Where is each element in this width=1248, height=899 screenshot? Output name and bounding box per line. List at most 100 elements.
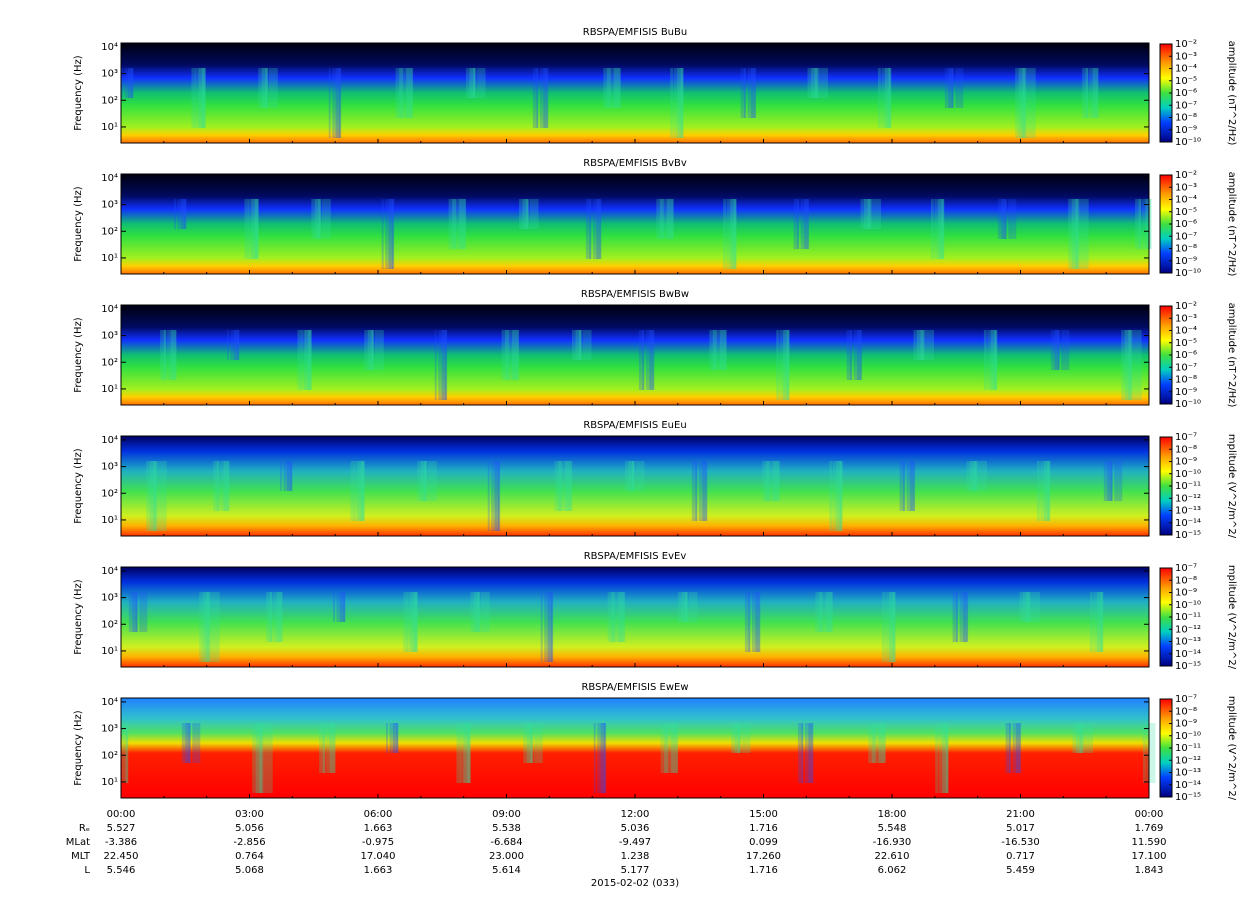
spectrogram-texture [603, 68, 611, 108]
spectrogram-texture [191, 68, 196, 128]
spectrogram-texture [910, 461, 916, 511]
spectrogram-texture [871, 199, 881, 229]
spectrogram-texture [177, 199, 186, 229]
spectrogram-texture [290, 461, 293, 491]
colorbar-tick-label: 10⁻⁹ [1175, 387, 1197, 398]
spectrogram-texture [748, 592, 751, 652]
spectrogram-texture [128, 68, 133, 98]
spectrogram-texture [343, 592, 346, 622]
y-axis-label: Frequency (Hz) [73, 186, 84, 262]
spectrogram-texture [597, 723, 606, 793]
colorbar-tick-label: 10⁻⁷ [1175, 362, 1197, 373]
spectrogram-texture [554, 461, 562, 511]
spectrogram-texture [941, 199, 945, 259]
spectrogram-texture [1025, 68, 1036, 138]
spectrogram-texture [389, 723, 398, 753]
spectrogram-texture [544, 592, 553, 662]
ephemeris-value: 5.538 [492, 823, 521, 834]
spectrogram-texture [381, 199, 384, 269]
spectrogram-texture [987, 330, 997, 390]
spectrogram-texture [716, 330, 727, 370]
spectrogram-texture [673, 68, 683, 138]
spectrogram-texture [698, 461, 707, 521]
spectrogram-texture [1008, 199, 1017, 239]
colorbar-tick-label: 10⁻⁸ [1175, 113, 1197, 124]
spectrogram-texture [994, 330, 998, 390]
spectrogram-texture [209, 592, 220, 662]
spectrogram-texture [779, 330, 789, 400]
spectrogram-texture [536, 68, 539, 128]
spectrogram-texture [952, 592, 958, 642]
spectrogram-texture [1019, 592, 1030, 622]
spectrogram-texture [328, 68, 331, 138]
spectrogram-texture [600, 723, 606, 793]
spectrogram-texture [589, 199, 592, 259]
y-tick-label: 10³ [101, 724, 118, 735]
colorbar-tick-label: 10⁻¹⁰ [1175, 600, 1201, 611]
ephemeris-value: 5.459 [1006, 865, 1035, 876]
spectrogram-texture [473, 68, 476, 98]
colorbar-tick-label: 10⁻¹⁰ [1175, 268, 1201, 279]
spectrogram-texture [558, 461, 563, 511]
spectrogram-texture [326, 723, 336, 773]
colorbar-tick-label: 10⁻⁸ [1175, 444, 1197, 455]
colorbar-tick-label: 10⁻³ [1175, 313, 1197, 324]
x-tick-label: 06:00 [364, 809, 393, 820]
spectrogram-texture [776, 330, 780, 400]
spectrogram-texture [1142, 723, 1146, 783]
y-tick-label: 10³ [101, 593, 118, 604]
y-tick-label: 10³ [101, 462, 118, 473]
colorbar-tick-label: 10⁻⁴ [1175, 195, 1197, 206]
spectrogram-texture [944, 68, 953, 108]
colorbar-tick-label: 10⁻¹¹ [1175, 481, 1201, 492]
spectrogram-texture [744, 68, 747, 118]
spectrogram-texture [681, 592, 688, 622]
spectrogram-texture [402, 68, 413, 118]
spectrogram-texture [364, 330, 374, 370]
spectrogram-texture [642, 330, 645, 390]
spectrogram-texture [1015, 68, 1026, 138]
spectrogram-texture [811, 68, 818, 98]
colorbar-tick-label: 10⁻⁷ [1175, 432, 1197, 443]
spectrogram-texture [480, 592, 490, 632]
spectrogram-texture [153, 461, 158, 531]
spectrogram-texture [125, 723, 129, 783]
spectrogram-texture [1072, 723, 1083, 753]
spectrogram-texture [832, 461, 842, 531]
spectrogram-texture [860, 199, 871, 229]
spectrogram-texture [1076, 723, 1083, 753]
spectrogram-texture [888, 68, 892, 128]
ephemeris-value: -6.684 [490, 837, 522, 848]
spectrogram-texture [385, 199, 394, 269]
y-tick-label: 10¹ [101, 122, 118, 133]
spectrogram-texture [726, 199, 736, 269]
spectrogram-texture [664, 723, 669, 773]
colorbar-tick-label: 10⁻³ [1175, 51, 1197, 62]
spectrogram-texture [951, 68, 954, 108]
y-tick-label: 10³ [101, 331, 118, 342]
panel-title: RBSPA/EMFISIS BuBu [583, 27, 687, 38]
spectrogram-texture [1092, 68, 1099, 118]
spectrogram-texture [829, 461, 833, 531]
spectrogram-texture [575, 330, 582, 360]
ephemeris-value: -16.930 [873, 837, 912, 848]
spectrogram-texture [871, 723, 876, 763]
ephemeris-value: -9.497 [619, 837, 651, 848]
spectrogram-texture [670, 68, 674, 138]
spectrogram-texture [494, 461, 500, 531]
colorbar-tick-label: 10⁻⁷ [1175, 100, 1197, 111]
y-tick-label: 10³ [101, 69, 118, 80]
spectrogram-texture [935, 723, 939, 793]
spectrogram-texture [540, 592, 543, 662]
y-tick-label: 10¹ [101, 384, 118, 395]
spectrogram-texture [258, 68, 268, 108]
spectrogram-texture [983, 330, 987, 390]
ephemeris-value: 0.099 [749, 837, 778, 848]
colorbar-tick-label: 10⁻⁷ [1175, 563, 1197, 574]
spectrogram-texture [614, 592, 625, 642]
spectrogram-texture [532, 68, 538, 128]
spectrogram-texture [1089, 68, 1099, 118]
spectrogram-texture [455, 199, 466, 249]
colorbar-tick-label: 10⁻¹² [1175, 493, 1201, 504]
spectrogram-texture [659, 199, 664, 239]
